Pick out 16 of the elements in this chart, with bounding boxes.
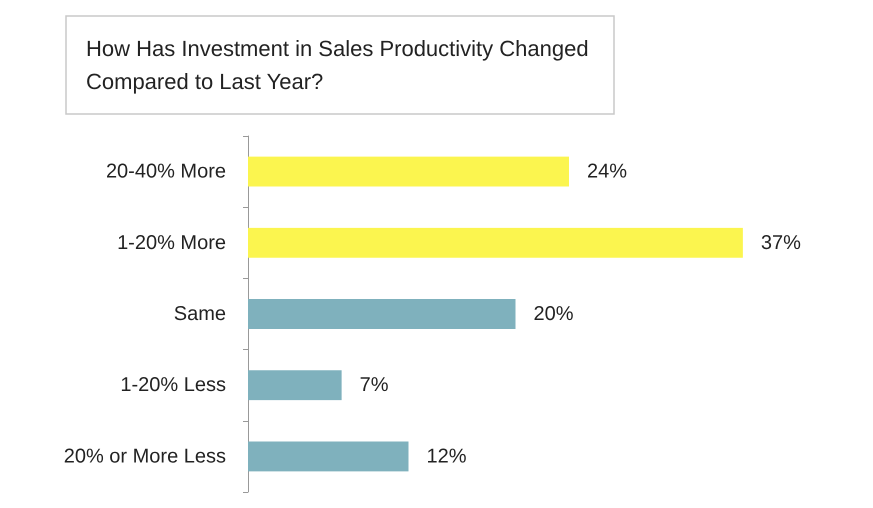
bar — [248, 156, 569, 187]
data-label: 37% — [760, 232, 802, 254]
bar — [248, 228, 743, 258]
data-label: 7% — [360, 374, 389, 396]
y-tick-label: 1-20% Less — [120, 374, 226, 396]
y-tick-label: 20-40% More — [106, 160, 226, 183]
y-tick-label: 1-20% More — [117, 232, 226, 254]
data-label: 20% — [534, 303, 574, 325]
bar — [248, 299, 516, 329]
bar — [248, 370, 342, 400]
data-label: 12% — [426, 445, 467, 468]
bar — [248, 441, 408, 472]
data-label: 24% — [587, 160, 628, 183]
y-tick-label: Same — [174, 303, 226, 325]
chart-title: How Has Investment in Sales Productivity Changed Compared to Last Year? — [86, 36, 589, 94]
y-tick-label: 20% or More Less — [64, 445, 226, 468]
